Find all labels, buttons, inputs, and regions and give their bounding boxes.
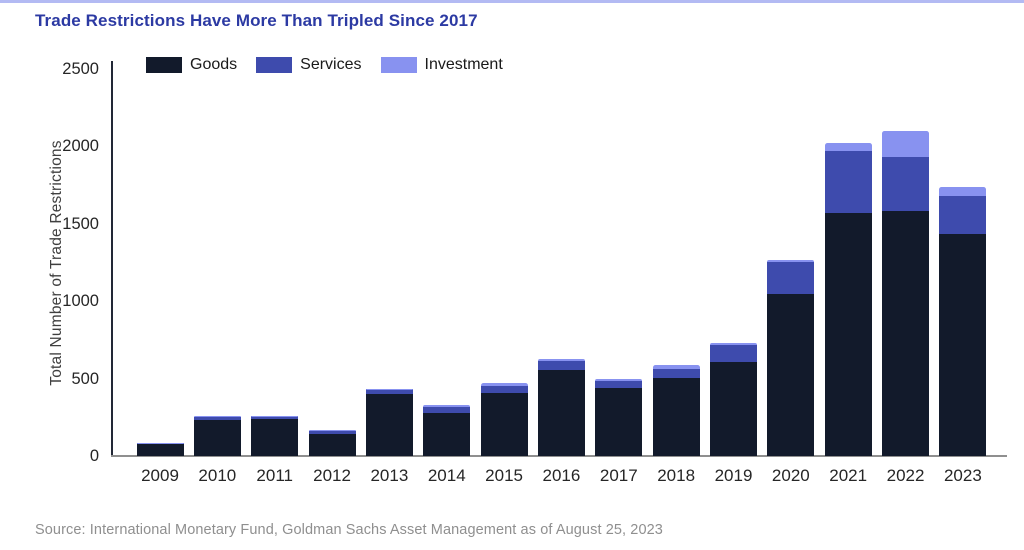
bar-segment-goods-2018 bbox=[652, 377, 700, 456]
x-tick-label-2009: 2009 bbox=[141, 466, 179, 485]
bar-segment-investment-2015 bbox=[480, 383, 528, 387]
bar-segment-investment-2017 bbox=[595, 379, 643, 381]
legend-swatch-goods bbox=[146, 57, 182, 73]
bar-segment-goods-2010 bbox=[193, 419, 241, 456]
legend-label-goods: Goods bbox=[190, 56, 238, 73]
bar-segment-services-2014 bbox=[423, 407, 471, 413]
y-axis-line bbox=[111, 61, 113, 457]
source-note: Source: International Monetary Fund, Gol… bbox=[35, 522, 663, 538]
bar-segment-investment-2020 bbox=[767, 259, 815, 263]
bar-segment-services-2020 bbox=[767, 262, 815, 295]
bar-segment-goods-2012 bbox=[308, 433, 356, 456]
y-tick-label: 2000 bbox=[62, 137, 99, 155]
bar-segment-services-2013 bbox=[365, 389, 413, 394]
chart-title: Trade Restrictions Have More Than Triple… bbox=[35, 11, 478, 30]
bar-segment-goods-2021 bbox=[824, 212, 872, 456]
x-tick-label-2014: 2014 bbox=[427, 466, 466, 485]
bar-segment-services-2012 bbox=[308, 431, 356, 434]
legend: Goods Services Investment bbox=[146, 56, 503, 74]
x-tick-label-2013: 2013 bbox=[370, 466, 409, 485]
bar-segment-services-2019 bbox=[710, 345, 757, 363]
bar-segment-investment-2014 bbox=[423, 404, 471, 408]
top-border-rule bbox=[0, 0, 1024, 3]
y-axis-title: Total Number of Trade Restrictions bbox=[48, 140, 65, 386]
x-tick-label-2011: 2011 bbox=[256, 466, 293, 485]
bar-segment-investment-2016 bbox=[537, 359, 585, 361]
x-tick-label-2021: 2021 bbox=[829, 466, 868, 485]
bar-segment-goods-2009 bbox=[136, 444, 184, 456]
bar-segment-services-2011 bbox=[251, 416, 299, 419]
bar-segment-goods-2013 bbox=[365, 394, 413, 456]
bar-segment-services-2022 bbox=[882, 156, 930, 212]
y-tick-label: 2500 bbox=[62, 59, 99, 78]
bar-segment-services-2010 bbox=[193, 417, 241, 420]
bar-segment-services-2016 bbox=[537, 360, 585, 370]
bar-segment-services-2021 bbox=[824, 150, 872, 213]
legend-label-investment: Investment bbox=[424, 56, 503, 73]
bar-segment-investment-2023 bbox=[939, 187, 987, 197]
bar-segment-investment-2009 bbox=[136, 442, 184, 444]
x-tick-label-2018: 2018 bbox=[657, 466, 696, 485]
bar-segment-goods-2016 bbox=[537, 369, 585, 456]
bar-segment-investment-2018 bbox=[652, 364, 700, 370]
legend-swatch-services bbox=[256, 57, 293, 73]
bar-segment-goods-2020 bbox=[767, 294, 815, 456]
legend-item-services: Services bbox=[256, 56, 362, 74]
bar-segment-goods-2019 bbox=[710, 362, 757, 456]
y-tick-label: 1500 bbox=[62, 214, 99, 233]
bar-segment-services-2023 bbox=[939, 196, 987, 235]
bar-segment-investment-2013 bbox=[365, 388, 413, 390]
x-tick-label-2023: 2023 bbox=[943, 466, 982, 485]
y-tick-label: 1000 bbox=[62, 292, 99, 310]
legend-swatch-investment bbox=[380, 57, 417, 73]
bar-segment-goods-2014 bbox=[423, 412, 471, 456]
bar-segment-services-2015 bbox=[480, 386, 528, 394]
bar-segment-goods-2015 bbox=[480, 393, 528, 456]
x-axis-line bbox=[111, 455, 1007, 457]
bar-segment-investment-2012 bbox=[308, 430, 356, 432]
bar-segment-investment-2011 bbox=[251, 415, 299, 417]
legend-label-services: Services bbox=[300, 56, 362, 73]
x-tick-label-2015: 2015 bbox=[485, 466, 523, 485]
x-tick-label-2017: 2017 bbox=[599, 466, 638, 485]
x-tick-label-2016: 2016 bbox=[542, 466, 581, 485]
bar-segment-goods-2022 bbox=[882, 211, 930, 456]
x-tick-label-2020: 2020 bbox=[771, 466, 810, 485]
legend-item-goods: Goods bbox=[146, 56, 237, 74]
bar-segment-services-2018 bbox=[652, 369, 700, 378]
bar-segment-investment-2022 bbox=[882, 130, 930, 157]
x-tick-label-2010: 2010 bbox=[198, 466, 237, 485]
bar-segment-investment-2021 bbox=[824, 142, 872, 151]
bar-segment-goods-2011 bbox=[251, 418, 299, 456]
legend-item-investment: Investment bbox=[380, 56, 503, 74]
bar-segment-goods-2023 bbox=[939, 234, 987, 456]
y-tick-label: 0 bbox=[89, 447, 99, 465]
y-tick-label: 500 bbox=[71, 369, 99, 388]
bar-segment-goods-2017 bbox=[595, 387, 643, 456]
x-tick-label-2019: 2019 bbox=[714, 466, 753, 485]
x-tick-label-2012: 2012 bbox=[313, 466, 351, 485]
bar-segment-investment-2019 bbox=[710, 342, 757, 346]
x-tick-label-2022: 2022 bbox=[886, 466, 925, 485]
bar-segment-services-2017 bbox=[595, 380, 643, 388]
bar-segment-investment-2010 bbox=[193, 416, 241, 418]
